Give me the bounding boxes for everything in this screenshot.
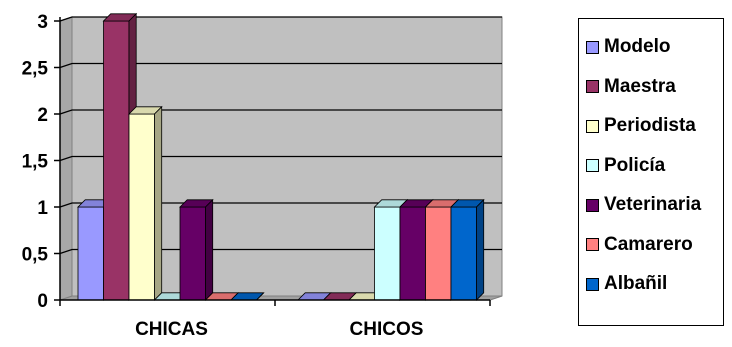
bar-front: [425, 206, 452, 301]
legend-label: Veterinaria: [604, 194, 702, 215]
bars: [77, 12, 485, 301]
y-tick-label: 0,5: [22, 245, 49, 266]
bar-front: [374, 206, 401, 301]
legend-swatch: [586, 40, 599, 54]
legend-swatch: [586, 119, 599, 133]
bar-front: [399, 206, 426, 301]
y-tick-labels: 0 0,5 1 1,5 2 2,5 3: [22, 12, 49, 312]
gridline: [59, 109, 502, 115]
legend-label: Policía: [604, 154, 666, 176]
legend-label: Maestra: [604, 75, 676, 97]
legend-swatch: [586, 159, 599, 172]
bar-front: [179, 206, 206, 301]
legend-item: Periodista: [586, 114, 696, 138]
y-tick-label: 2,5: [22, 59, 49, 80]
bar-front: [103, 20, 130, 301]
x-category-labels: CHICAS CHICOS: [135, 319, 423, 340]
x-category-label: CHICAS: [135, 319, 208, 340]
y-tick-label: 2: [37, 105, 48, 126]
gridline: [59, 62, 502, 69]
bar-albañil-chicos: [450, 198, 485, 301]
gridline: [59, 155, 502, 162]
gridline: [59, 16, 502, 22]
legend-swatch: [586, 238, 599, 251]
bar-side: [154, 105, 163, 301]
bar-veterinaria-chicas: [179, 198, 214, 301]
bar-side: [476, 198, 485, 301]
bar-side: [256, 292, 264, 301]
axes: [54, 17, 491, 306]
legend-swatch: [586, 198, 599, 212]
bar-front: [450, 206, 477, 301]
bar-front: [128, 113, 155, 301]
legend-item: Camarero: [586, 233, 693, 257]
legend-item: Policía: [586, 154, 665, 178]
y-tick-label: 1,5: [22, 152, 49, 173]
legend-item: Modelo: [586, 35, 671, 59]
legend-item: Albañil: [586, 272, 667, 296]
bar-side: [205, 198, 214, 301]
legend-swatch: [586, 277, 599, 291]
y-tick-label: 3: [37, 12, 48, 33]
bar-periodista-chicas: [128, 105, 163, 301]
y-tick-label: 1: [37, 198, 48, 219]
legend: Modelo Maestra Periodista Policía Veterinari…: [578, 18, 724, 326]
y-tick-label: 0: [37, 291, 48, 312]
legend-label: Modelo: [604, 36, 671, 57]
legend-swatch: [586, 80, 599, 93]
bar-front: [77, 206, 104, 301]
legend-label: Periodista: [604, 115, 696, 136]
gridlines: [59, 16, 502, 255]
legend-item: Maestra: [586, 75, 676, 99]
legend-item: Veterinaria: [586, 193, 701, 217]
legend-label: Albañil: [604, 273, 668, 294]
x-category-label: CHICOS: [350, 319, 424, 340]
legend-label: Camarero: [604, 233, 693, 255]
gridline: [59, 202, 502, 208]
gridline: [59, 248, 502, 255]
